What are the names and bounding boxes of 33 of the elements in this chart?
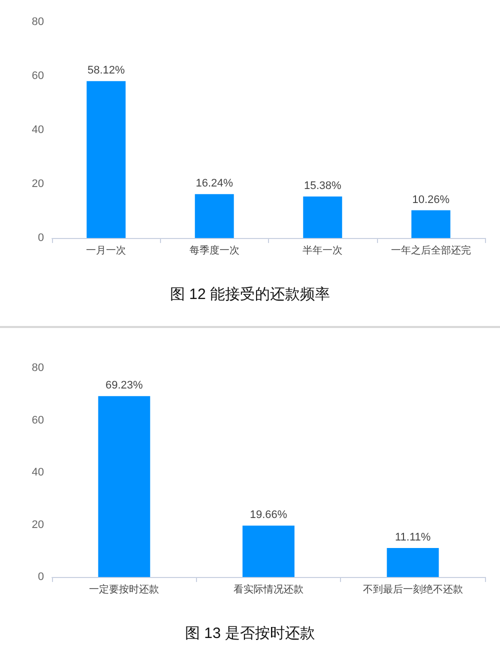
bar — [194, 194, 234, 238]
data-label: 11.11% — [394, 531, 431, 544]
bar — [411, 210, 450, 238]
bar — [303, 196, 342, 238]
y-tick-label: 0 — [38, 232, 44, 244]
y-tick-label: 0 — [38, 571, 44, 583]
x-tick-label: 一年之后全部还完 — [390, 244, 471, 256]
y-tick-label: 20 — [32, 518, 44, 531]
x-tick-label: 不到最后一刻绝不还款 — [362, 584, 463, 596]
y-tick-label: 20 — [32, 178, 44, 190]
text: 图 12 能接受的还款频率 — [170, 286, 330, 303]
y-tick-label: 80 — [32, 362, 44, 374]
y-tick-label: 80 — [32, 16, 44, 28]
bar — [86, 81, 126, 238]
text: 图 13 是否按时还款 — [184, 625, 316, 642]
y-tick-label: 40 — [32, 466, 44, 478]
bar — [242, 526, 294, 577]
data-label: 10.26% — [412, 194, 450, 206]
data-label: 58.12% — [87, 64, 125, 77]
x-tick-label: 一月一次 — [86, 246, 126, 256]
y-tick-label: 60 — [32, 414, 44, 426]
bar — [98, 396, 150, 577]
y-tick-label: 40 — [32, 124, 44, 136]
data-label: 15.38% — [304, 180, 342, 192]
x-tick-label: 每季度一次 — [189, 244, 240, 256]
x-tick-label: 半年一次 — [302, 244, 343, 256]
data-label: 69.23% — [106, 380, 144, 392]
x-tick-label: 看实际情况还款 — [234, 584, 304, 596]
data-label: 19.66% — [250, 509, 288, 522]
y-tick-label: 60 — [32, 70, 44, 82]
data-label: 16.24% — [196, 178, 234, 190]
x-tick-label: 一定要按时还款 — [89, 584, 160, 596]
bar — [386, 548, 439, 577]
